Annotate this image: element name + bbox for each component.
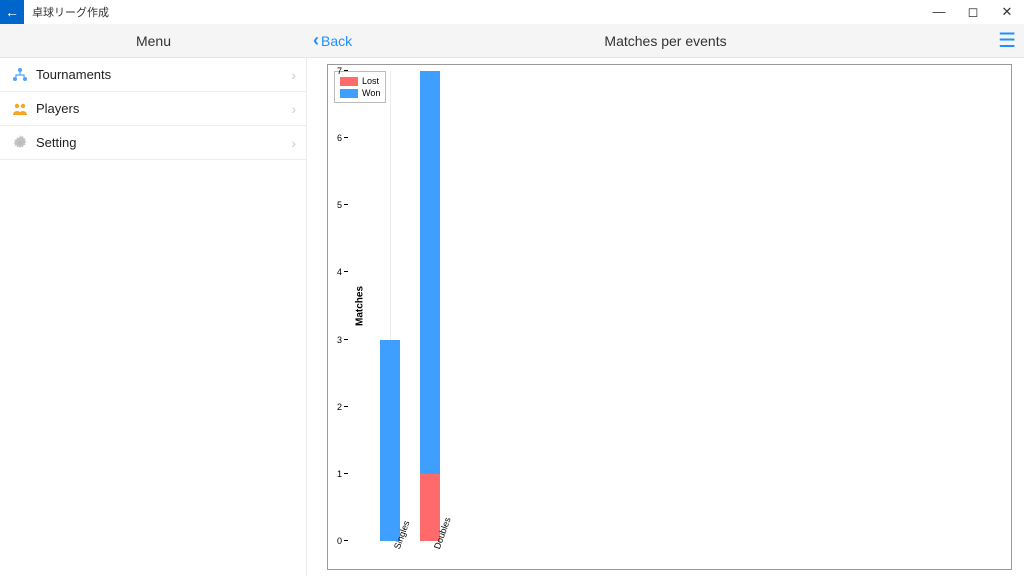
players-icon — [10, 101, 30, 117]
titlebar-back-button[interactable]: ← — [0, 0, 24, 24]
minimize-button[interactable]: ― — [922, 4, 956, 20]
sidebar-item-setting[interactable]: Setting › — [0, 126, 306, 160]
back-button[interactable]: ‹ Back — [313, 30, 352, 51]
chevron-right-icon: › — [291, 135, 296, 151]
main-header: ‹ Back Matches per events ☰ — [307, 24, 1024, 57]
sidebar: Tournaments › Players › Setting › — [0, 58, 307, 576]
menu-icon: ☰ — [998, 28, 1016, 53]
sidebar-item-label: Setting — [36, 135, 76, 150]
chevron-right-icon: › — [291, 101, 296, 117]
chevron-left-icon: ‹ — [313, 30, 319, 51]
sidebar-item-label: Players — [36, 101, 79, 116]
page-title: Matches per events — [604, 33, 726, 49]
sidebar-item-tournaments[interactable]: Tournaments › — [0, 58, 306, 92]
main-panel: Lost Won Matches 01234567SinglesDoubles — [307, 58, 1024, 576]
chevron-right-icon: › — [291, 67, 296, 83]
bar-won — [380, 340, 400, 541]
sidebar-header: Menu — [0, 24, 307, 57]
menu-label: Menu — [136, 33, 171, 49]
body: Tournaments › Players › Setting › Lost — [0, 58, 1024, 576]
sidebar-item-label: Tournaments — [36, 67, 111, 82]
window-titlebar: ← 卓球リーグ作成 ― ◻ ✕ — [0, 0, 1024, 24]
sidebar-item-players[interactable]: Players › — [0, 92, 306, 126]
arrow-left-icon: ← — [5, 4, 19, 20]
tournament-icon — [10, 67, 30, 83]
y-axis-label: Matches — [355, 286, 366, 326]
window-controls: ― ◻ ✕ — [922, 4, 1024, 20]
bar-won — [420, 71, 440, 474]
chart-plot-area: Matches 01234567SinglesDoubles — [352, 71, 1003, 541]
chart-container: Lost Won Matches 01234567SinglesDoubles — [327, 64, 1012, 570]
subheader: Menu ‹ Back Matches per events ☰ — [0, 24, 1024, 58]
hamburger-menu-button[interactable]: ☰ — [998, 28, 1016, 53]
gear-icon — [10, 135, 30, 151]
back-label: Back — [321, 33, 352, 49]
close-button[interactable]: ✕ — [990, 4, 1024, 20]
maximize-button[interactable]: ◻ — [956, 4, 990, 20]
window-title: 卓球リーグ作成 — [32, 4, 109, 20]
